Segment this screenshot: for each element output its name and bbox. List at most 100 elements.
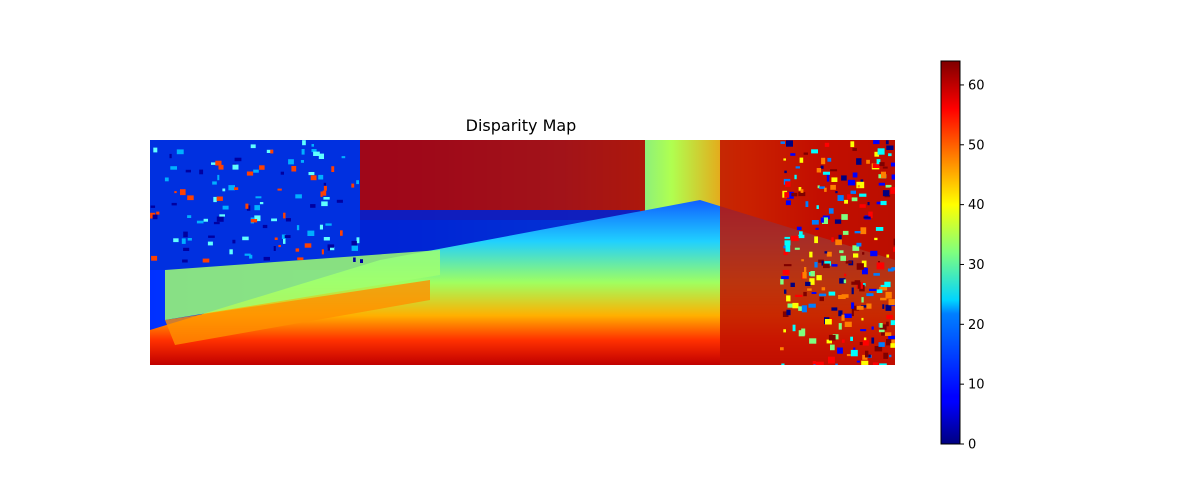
noise-speckle [173,238,179,243]
noise-speckle [857,282,861,289]
colorbar-tick-label: 0 [968,438,976,453]
noise-speckle [879,286,888,291]
colorbar-tick-label: 60 [968,78,985,93]
noise-speckle [851,302,855,309]
colorbar-tick-label: 40 [968,198,985,213]
noise-speckle [851,305,860,311]
noise-speckle [253,169,259,173]
noise-speckle [844,199,848,204]
noise-speckle [885,140,889,145]
noise-speckle [259,165,265,170]
noise-speckle [795,294,803,297]
noise-speckle [310,204,316,208]
noise-speckle [878,342,885,347]
noise-speckle [881,331,886,336]
noise-speckle [839,278,846,284]
noise-speckle [783,251,788,256]
noise-speckle [826,251,832,257]
noise-speckle [795,166,800,169]
noise-speckle [809,251,813,258]
noise-speckle [814,261,818,268]
noise-speckle [234,187,239,190]
noise-speckle [844,273,847,277]
noise-speckle [781,363,785,365]
noise-speckle [852,172,858,178]
noise-speckle [800,189,804,193]
noise-speckle [817,185,820,189]
noise-speckle [850,141,855,148]
noise-speckle [856,305,864,310]
noise-speckle [885,291,892,299]
noise-speckle [886,314,893,320]
noise-speckle [283,238,286,244]
noise-speckle [812,361,816,365]
noise-speckle [851,197,858,202]
noise-speckle [840,255,846,261]
noise-speckle [869,288,877,291]
noise-speckle [782,269,790,275]
noise-speckle [860,329,867,332]
noise-speckle [313,151,320,156]
noise-speckle [327,244,335,248]
noise-speckle [878,182,885,186]
noise-speckle [888,299,895,306]
noise-speckle [798,192,806,197]
noise-speckle [826,339,832,344]
noise-speckle [263,256,270,261]
noise-speckle [841,214,848,220]
noise-speckle [890,162,895,167]
noise-speckle [828,291,836,296]
noise-speckle [786,140,793,147]
noise-speckle [244,253,251,256]
noise-speckle [792,302,799,309]
noise-speckle [784,236,790,239]
noise-speckle [802,272,807,279]
noise-speckle [828,334,836,341]
noise-speckle [169,153,172,159]
noise-speckle [250,144,256,149]
noise-speckle [784,170,787,174]
noise-speckle [285,218,291,222]
noise-speckle [876,289,883,293]
noise-speckle [323,197,330,200]
noise-speckle [781,276,789,280]
noise-speckle [822,215,830,220]
noise-speckle [803,152,808,155]
noise-speckle [890,343,895,348]
noise-speckle [803,291,807,297]
noise-speckle [880,284,885,289]
noise-speckle [890,320,895,326]
noise-speckle [245,203,249,209]
noise-speckle [819,186,825,189]
noise-speckle [870,250,878,257]
noise-speckle [824,261,831,266]
noise-speckle [792,324,796,332]
noise-speckle [866,293,874,297]
noise-speckle [851,287,854,295]
noise-speckle [242,236,249,241]
noise-speckle [232,239,236,244]
noise-speckle [838,310,843,317]
noise-speckle [171,202,177,206]
noise-speckle [821,157,826,165]
noise-speckle [879,323,883,328]
noise-speckle [820,217,824,223]
noise-speckle [847,179,856,186]
noise-speckle [801,305,807,313]
noise-speckle [825,319,832,325]
noise-speckle [222,205,229,210]
colorbar: 0 10 20 30 40 50 60 [940,60,985,453]
noise-speckle [852,147,857,151]
noise-speckle [809,338,817,344]
noise-speckle [818,293,827,297]
top-structure-region [360,140,645,220]
noise-speckle [866,303,872,309]
noise-speckle [199,169,204,175]
noise-speckle [284,235,291,238]
noise-speckle [183,247,190,251]
noise-speckle [212,181,217,185]
noise-speckle [843,279,847,284]
noise-speckle [862,354,868,360]
noise-speckle [837,347,843,354]
